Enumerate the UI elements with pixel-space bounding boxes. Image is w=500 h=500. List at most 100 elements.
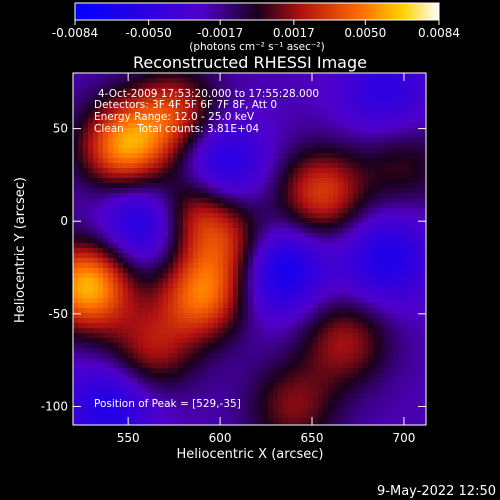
heatmap-pixel <box>228 178 234 184</box>
heatmap-pixel <box>363 348 369 354</box>
heatmap-pixel <box>233 288 239 294</box>
heatmap-pixel <box>143 318 149 324</box>
heatmap-pixel <box>153 383 159 389</box>
heatmap-pixel <box>393 228 399 234</box>
heatmap-pixel <box>153 258 159 264</box>
heatmap-pixel <box>278 348 284 354</box>
heatmap-pixel <box>128 163 134 169</box>
heatmap-pixel <box>148 243 154 249</box>
heatmap-pixel <box>268 208 274 214</box>
heatmap-pixel <box>118 233 124 239</box>
heatmap-pixel <box>393 383 399 389</box>
heatmap-pixel <box>293 368 299 374</box>
heatmap-pixel <box>293 348 299 354</box>
heatmap-pixel <box>343 288 349 294</box>
heatmap-pixel <box>333 353 339 359</box>
heatmap-pixel <box>403 168 409 174</box>
heatmap-pixel <box>313 103 319 109</box>
heatmap-pixel <box>163 348 169 354</box>
heatmap-pixel <box>358 173 364 179</box>
heatmap-pixel <box>178 278 184 284</box>
heatmap-pixel <box>318 318 324 324</box>
heatmap-pixel <box>178 218 184 224</box>
heatmap-pixel <box>338 223 344 229</box>
heatmap-pixel <box>263 118 269 124</box>
heatmap-pixel <box>298 403 304 409</box>
heatmap-pixel <box>358 333 364 339</box>
heatmap-pixel <box>378 153 384 159</box>
heatmap-pixel <box>128 123 134 129</box>
heatmap-pixel <box>323 278 329 284</box>
heatmap-pixel <box>333 138 339 144</box>
heatmap-pixel <box>393 153 399 159</box>
heatmap-pixel <box>388 113 394 119</box>
heatmap-pixel <box>178 108 184 114</box>
heatmap-pixel <box>253 73 259 79</box>
heatmap-pixel <box>323 198 329 204</box>
heatmap-pixel <box>413 328 419 334</box>
heatmap-pixel <box>133 313 139 319</box>
heatmap-pixel <box>373 333 379 339</box>
heatmap-pixel <box>98 368 104 374</box>
heatmap-pixel <box>153 293 159 299</box>
heatmap-pixel <box>323 223 329 229</box>
heatmap-pixel <box>383 223 389 229</box>
heatmap-pixel <box>358 363 364 369</box>
heatmap-pixel <box>83 233 89 239</box>
heatmap-pixel <box>138 233 144 239</box>
heatmap-pixel <box>188 293 194 299</box>
heatmap-pixel <box>398 103 404 109</box>
heatmap-pixel <box>163 333 169 339</box>
heatmap-pixel <box>188 143 194 149</box>
heatmap-pixel <box>273 133 279 139</box>
heatmap-pixel <box>293 358 299 364</box>
heatmap-pixel <box>373 143 379 149</box>
heatmap-pixel <box>248 198 254 204</box>
heatmap-pixel <box>178 303 184 309</box>
heatmap-pixel <box>318 328 324 334</box>
heatmap-pixel <box>173 368 179 374</box>
heatmap-pixel <box>243 193 249 199</box>
heatmap-pixel <box>393 233 399 239</box>
heatmap-pixel <box>218 223 224 229</box>
heatmap-pixel <box>73 183 79 189</box>
heatmap-pixel <box>288 88 294 94</box>
heatmap-pixel <box>93 338 99 344</box>
heatmap-pixel <box>113 113 119 119</box>
heatmap-pixel <box>413 188 419 194</box>
heatmap-pixel <box>138 368 144 374</box>
heatmap-pixel <box>333 148 339 154</box>
heatmap-pixel <box>288 158 294 164</box>
heatmap-pixel <box>318 113 324 119</box>
heatmap-pixel <box>223 288 229 294</box>
heatmap-pixel <box>408 83 414 89</box>
heatmap-pixel <box>328 193 334 199</box>
heatmap-pixel <box>268 148 274 154</box>
heatmap-pixel <box>193 353 199 359</box>
heatmap-pixel <box>118 353 124 359</box>
heatmap-pixel <box>83 143 89 149</box>
heatmap-pixel <box>163 378 169 384</box>
heatmap-pixel <box>353 93 359 99</box>
heatmap-pixel <box>273 283 279 289</box>
heatmap-pixel <box>193 93 199 99</box>
heatmap-pixel <box>223 353 229 359</box>
heatmap-pixel <box>223 218 229 224</box>
heatmap-pixel <box>238 118 244 124</box>
heatmap-pixel <box>313 173 319 179</box>
heatmap-pixel <box>393 203 399 209</box>
heatmap-pixel <box>148 263 154 269</box>
heatmap-pixel <box>88 208 94 214</box>
heatmap-pixel <box>233 88 239 94</box>
heatmap-pixel <box>268 253 274 259</box>
heatmap-pixel <box>123 328 129 334</box>
heatmap-pixel <box>113 158 119 164</box>
heatmap-pixel <box>348 248 354 254</box>
heatmap-pixel <box>393 328 399 334</box>
heatmap-pixel <box>358 108 364 114</box>
heatmap-pixel <box>183 338 189 344</box>
heatmap-pixel <box>208 243 214 249</box>
heatmap-pixel <box>368 118 374 124</box>
heatmap-pixel <box>73 363 79 369</box>
heatmap-pixel <box>83 403 89 409</box>
